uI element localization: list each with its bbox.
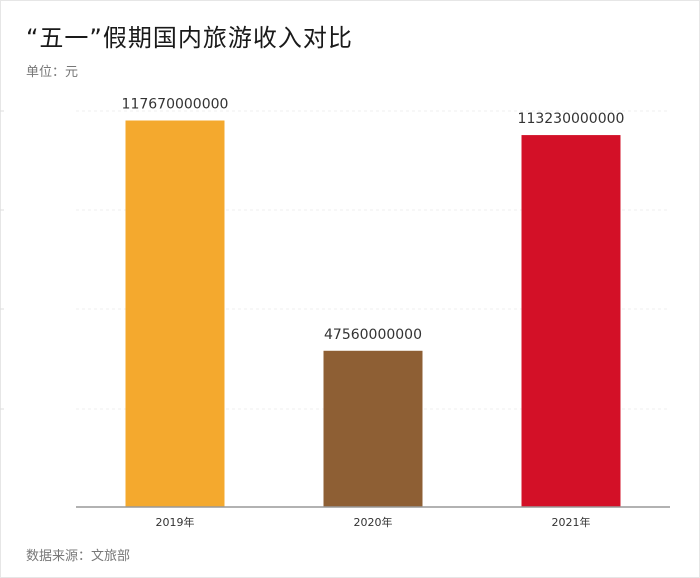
data-label-2021年: 113230000000 <box>518 111 625 127</box>
source-note: 数据来源：文旅部 <box>26 549 131 564</box>
bar-2021年 <box>521 135 621 507</box>
x-tick-label-2021年: 2021年 <box>552 515 591 529</box>
data-label-2020年: 47560000000 <box>324 327 422 343</box>
bar-2019年 <box>125 120 225 508</box>
chart-title: “五一”假期国内旅游收入对比 <box>26 24 353 52</box>
data-label-2019年: 117670000000 <box>122 96 229 112</box>
bar-2020年 <box>323 350 423 507</box>
x-tick-label-2020年: 2020年 <box>354 515 393 529</box>
x-tick-label-2019年: 2019年 <box>156 515 195 529</box>
unit-label: 单位：元 <box>26 65 79 80</box>
